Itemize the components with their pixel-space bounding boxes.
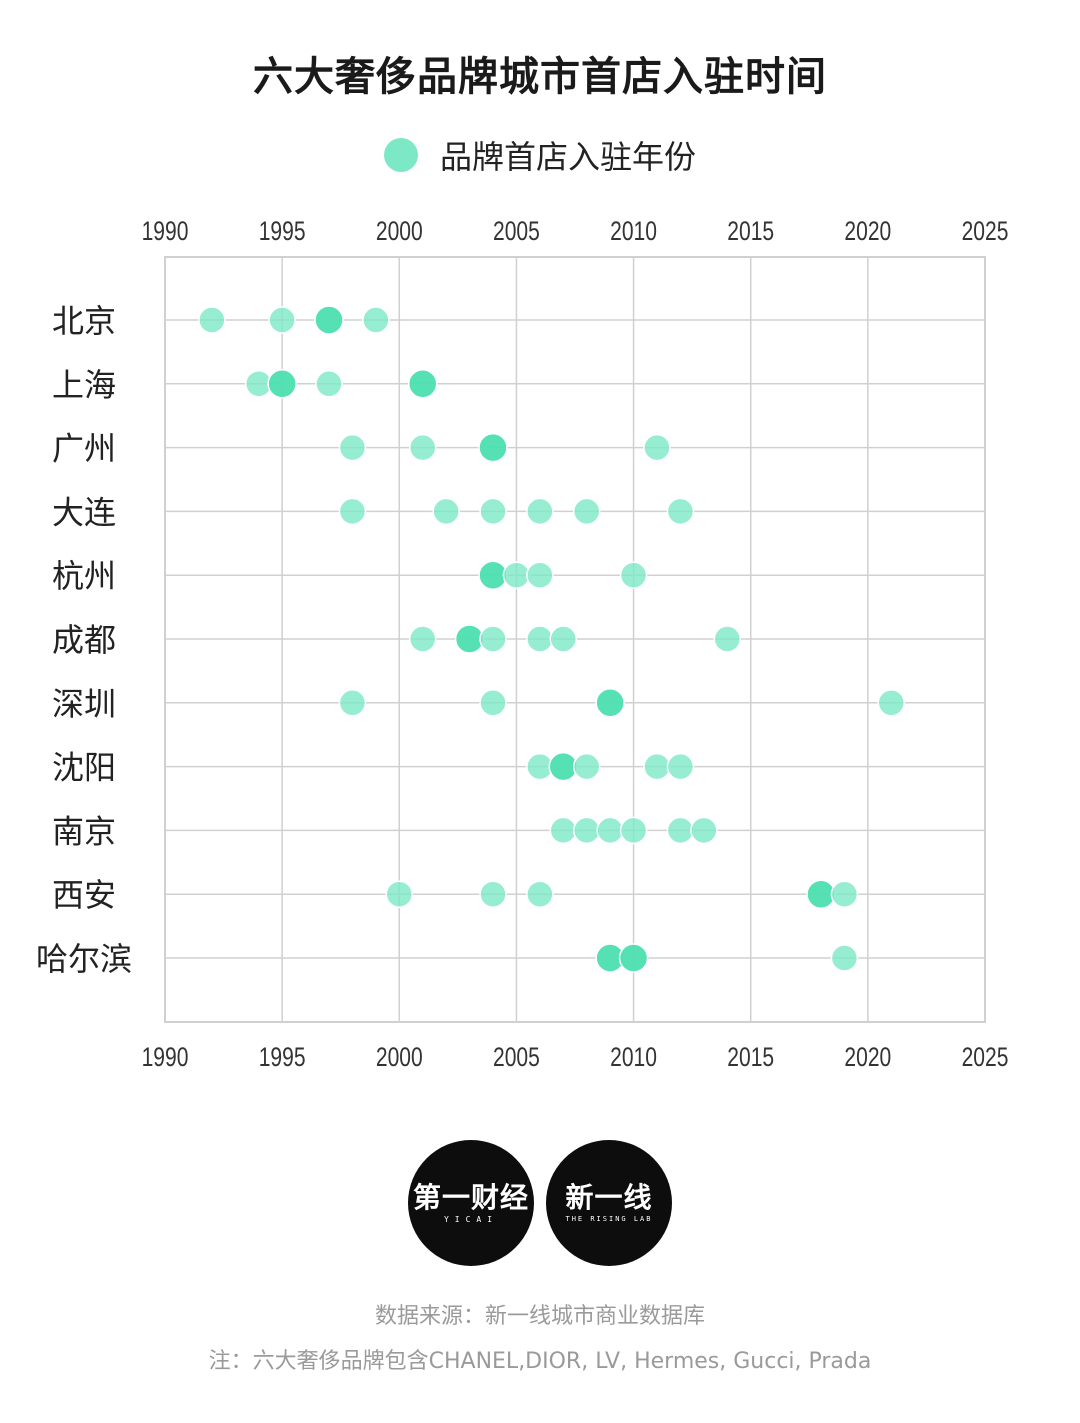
data-point <box>526 880 554 908</box>
x-tick-label-bottom: 2020 <box>844 1043 891 1073</box>
data-point <box>572 752 601 781</box>
y-category-label: 哈尔滨 <box>36 940 132 978</box>
rising-lab-logo-subtext: THE RISING LAB <box>565 1215 653 1223</box>
data-point <box>267 369 297 399</box>
x-tick-label-top: 2020 <box>844 217 891 247</box>
data-point <box>526 497 554 526</box>
data-point <box>502 561 531 589</box>
scatter-chart: 1990 1990 1995 1995 2000 2000 2005 2005 2010 2010… <box>36 217 1009 1073</box>
data-point <box>338 433 367 462</box>
data-point <box>619 816 648 845</box>
data-point <box>643 752 671 781</box>
x-tick-label-top: 1990 <box>142 217 189 247</box>
yicai-logo-subtext: YICAI <box>443 1214 499 1224</box>
x-tick-label-top: 1995 <box>259 217 306 247</box>
data-point <box>526 561 554 589</box>
data-point <box>407 369 438 399</box>
data-point <box>572 497 601 526</box>
data-point <box>315 370 343 398</box>
data-point <box>596 816 624 845</box>
y-category-label: 上海 <box>52 366 116 404</box>
x-tick-label-bottom: 1990 <box>142 1043 189 1073</box>
data-point <box>362 306 390 334</box>
y-category-label: 大连 <box>52 493 116 531</box>
data-point <box>338 497 367 526</box>
data-point <box>666 497 695 526</box>
footnote: 注：六大奢侈品牌包含CHANEL,DIOR, LV, Hermes, Gucci… <box>208 1349 872 1374</box>
y-category-label: 成都 <box>52 621 116 659</box>
data-point <box>338 689 367 717</box>
data-point <box>830 880 859 908</box>
data-point <box>479 625 507 653</box>
x-tick-label-top: 2000 <box>376 217 423 247</box>
x-tick-label-top: 2015 <box>727 217 774 247</box>
data-point <box>877 689 906 717</box>
yicai-logo-text: 第一财经 <box>412 1180 529 1214</box>
x-tick-label-bottom: 2005 <box>493 1043 540 1073</box>
data-point <box>408 625 437 653</box>
legend-label: 品牌首店入驻年份 <box>439 138 696 176</box>
data-point <box>385 880 414 908</box>
rising-lab-logo: 新一线 THE RISING LAB <box>546 1140 672 1266</box>
legend: 品牌首店入驻年份 <box>0 132 1080 178</box>
data-point <box>618 943 649 973</box>
yicai-logo: 第一财经 YICAI <box>408 1140 534 1266</box>
data-source: 数据来源：新一线城市商业数据库 <box>374 1304 705 1329</box>
data-point <box>690 816 718 845</box>
data-point <box>713 625 742 653</box>
y-category-label: 北京 <box>52 302 116 340</box>
data-point <box>479 880 507 908</box>
data-point <box>572 816 601 845</box>
data-point <box>314 305 344 335</box>
data-point <box>595 688 625 718</box>
y-category-label: 广州 <box>52 430 116 468</box>
x-tick-label-bottom: 2000 <box>376 1043 423 1073</box>
data-point <box>666 752 695 781</box>
y-category-label: 深圳 <box>52 685 116 723</box>
data-point <box>432 497 460 526</box>
rising-lab-logo-text: 新一线 <box>565 1181 653 1214</box>
legend-marker <box>383 138 418 172</box>
data-point <box>526 625 554 653</box>
data-point <box>549 816 578 845</box>
x-tick-label-top: 2005 <box>493 217 540 247</box>
y-category-label: 西安 <box>52 876 116 914</box>
x-tick-label-top: 2010 <box>610 217 657 247</box>
x-tick-label-bottom: 2010 <box>610 1043 657 1073</box>
data-point <box>643 433 671 462</box>
data-point <box>478 432 508 463</box>
data-point <box>479 689 507 717</box>
x-tick-label-bottom: 2015 <box>727 1043 774 1073</box>
data-point <box>619 561 648 589</box>
data-point <box>830 944 859 972</box>
data-point <box>479 497 507 526</box>
data-point <box>268 306 296 334</box>
data-point <box>198 306 226 334</box>
data-point <box>666 816 695 845</box>
data-point <box>549 625 578 653</box>
chart-title: 六大奢侈品牌城市首店入驻时间 <box>253 54 827 100</box>
x-tick-label-top: 2025 <box>962 217 1009 247</box>
x-tick-label-bottom: 1995 <box>259 1043 306 1073</box>
data-point <box>408 433 437 462</box>
y-category-label: 杭州 <box>52 557 116 595</box>
x-tick-label-bottom: 2025 <box>962 1043 1009 1073</box>
logos: 第一财经 YICAI 新一线 THE RISING LAB <box>0 1140 1080 1266</box>
y-category-label: 沈阳 <box>52 749 116 787</box>
y-category-label: 南京 <box>52 812 116 850</box>
